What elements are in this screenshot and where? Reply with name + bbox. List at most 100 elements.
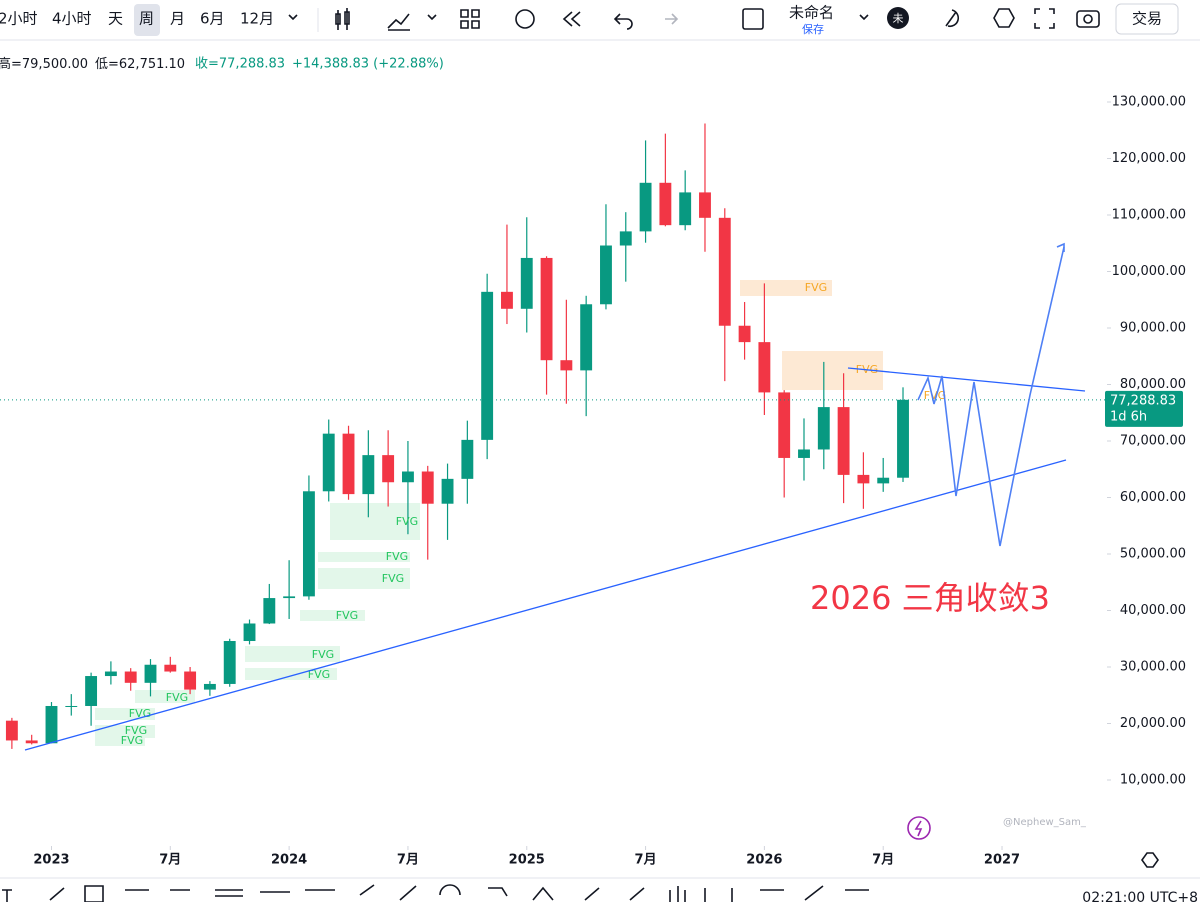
- x-tick-label: 7月: [872, 853, 894, 868]
- candle-body: [798, 449, 810, 458]
- axis-settings-icon[interactable]: [1141, 852, 1159, 868]
- legend-low: 低=62,751.10: [95, 57, 185, 72]
- undo-icon[interactable]: [613, 13, 633, 30]
- layout-box-icon[interactable]: [742, 8, 764, 30]
- interval[interactable]: 周: [139, 10, 154, 28]
- projection-path: [917, 246, 1065, 547]
- settings-icon[interactable]: [993, 8, 1015, 28]
- save-status: 保存: [802, 22, 824, 36]
- x-tick-label: 2023: [33, 853, 69, 868]
- drawings: [24, 242, 1086, 751]
- fvg-label: FVG: [396, 515, 418, 528]
- candle-body: [342, 433, 355, 495]
- interval[interactable]: 6月: [200, 10, 225, 28]
- y-tick-label: 30,000.00: [1120, 660, 1186, 675]
- candle-body: [302, 491, 315, 597]
- dropdown-icon[interactable]: [288, 14, 298, 21]
- candle-body: [520, 257, 533, 309]
- dropdown-icon[interactable]: [427, 14, 437, 21]
- fvg-label: FVG: [805, 281, 827, 294]
- fvg-zones: [95, 280, 883, 746]
- candle-type-icon[interactable]: [335, 8, 350, 30]
- fvg-label: FVG: [312, 648, 334, 661]
- candle-body: [877, 477, 890, 484]
- candle-body: [223, 641, 236, 684]
- candle-body: [461, 439, 474, 479]
- layout-name[interactable]: 未命名: [789, 4, 834, 22]
- interval[interactable]: 4小时: [52, 10, 92, 28]
- y-tick-label: 120,000.00: [1112, 151, 1186, 166]
- candle-body: [25, 740, 38, 744]
- interval[interactable]: 天: [108, 10, 123, 28]
- y-tick-label: 50,000.00: [1120, 547, 1186, 562]
- alert-icon[interactable]: [515, 9, 535, 29]
- candle-body: [639, 182, 652, 232]
- fvg-label: FVG: [336, 609, 358, 622]
- candle-body: [441, 478, 454, 504]
- drawing-tools[interactable]: [2, 884, 869, 903]
- fvg-zone: [95, 738, 145, 746]
- candle-body: [85, 676, 98, 706]
- candle-body: [124, 671, 137, 683]
- candle-body: [144, 664, 157, 683]
- fvg-zone: [318, 568, 410, 589]
- fullscreen-icon[interactable]: [1034, 8, 1055, 29]
- candle-body: [619, 231, 632, 246]
- fvg-zone: [318, 552, 410, 562]
- last-price-box: [1105, 390, 1183, 427]
- trade-text[interactable]: 交易: [1132, 10, 1162, 28]
- y-tick-label: 80,000.00: [1120, 377, 1186, 392]
- candle-body: [263, 598, 276, 624]
- fvg-label: FVG: [308, 668, 330, 681]
- interval[interactable]: 2小时: [0, 10, 38, 28]
- candle-body: [897, 399, 909, 478]
- interval[interactable]: 12月: [240, 10, 274, 28]
- layout-icon[interactable]: [460, 9, 480, 29]
- candle-body: [382, 455, 395, 483]
- fvg-zone: [782, 351, 883, 390]
- ohlc-legend: 高=79,500.00 低=62,751.10 收=77,288.83 +14,…: [0, 56, 444, 72]
- fvg-zone: [330, 503, 420, 540]
- avatar[interactable]: [887, 7, 909, 29]
- x-tick-label: 7月: [635, 853, 657, 868]
- y-tick-label: 10,000.00: [1120, 773, 1186, 788]
- candle-body: [659, 182, 672, 226]
- candle-body: [401, 471, 414, 483]
- fvg-label: FVG: [386, 550, 408, 563]
- projection-arrowhead: [1056, 242, 1065, 252]
- x-tick-label: 7月: [397, 853, 419, 868]
- camera-icon[interactable]: [1076, 10, 1100, 28]
- candle-body: [421, 471, 434, 504]
- candle-body: [540, 257, 553, 361]
- candle-body: [184, 671, 197, 690]
- fvg-zone: [95, 708, 155, 720]
- fvg-label: FVG: [121, 734, 143, 747]
- indicator-icon[interactable]: [387, 13, 410, 31]
- candle-body: [362, 455, 375, 495]
- legend-change: +14,388.83 (+22.88%): [292, 57, 444, 72]
- candle-body: [837, 407, 850, 475]
- x-tick-label: 2027: [984, 853, 1020, 868]
- legend-low-text: 低=62,751.10: [95, 57, 185, 72]
- candle-body: [718, 217, 731, 326]
- search-icon[interactable]: [945, 9, 960, 28]
- y-tick-label: 100,000.00: [1112, 264, 1186, 279]
- fvg-zone: [740, 280, 832, 296]
- lightning-icon[interactable]: [907, 816, 931, 840]
- candle-body: [164, 664, 177, 672]
- y-tick-label: 130,000.00: [1112, 95, 1186, 110]
- candle-body: [501, 291, 513, 309]
- trade-button[interactable]: [1115, 3, 1179, 35]
- dropdown-icon[interactable]: [859, 14, 869, 21]
- last-price-label: 77,288.83: [1110, 393, 1176, 408]
- redo-icon[interactable]: [665, 13, 679, 25]
- legend-close: 收=77,288.83: [195, 57, 285, 72]
- legend-high-text: 高=79,500.00: [0, 56, 88, 72]
- candle-body: [481, 291, 494, 440]
- fvg-zone: [245, 646, 340, 662]
- x-tick-label: 2025: [509, 853, 545, 868]
- replay-icon[interactable]: [562, 11, 581, 27]
- candle-body: [758, 342, 771, 393]
- interval[interactable]: 月: [170, 10, 185, 28]
